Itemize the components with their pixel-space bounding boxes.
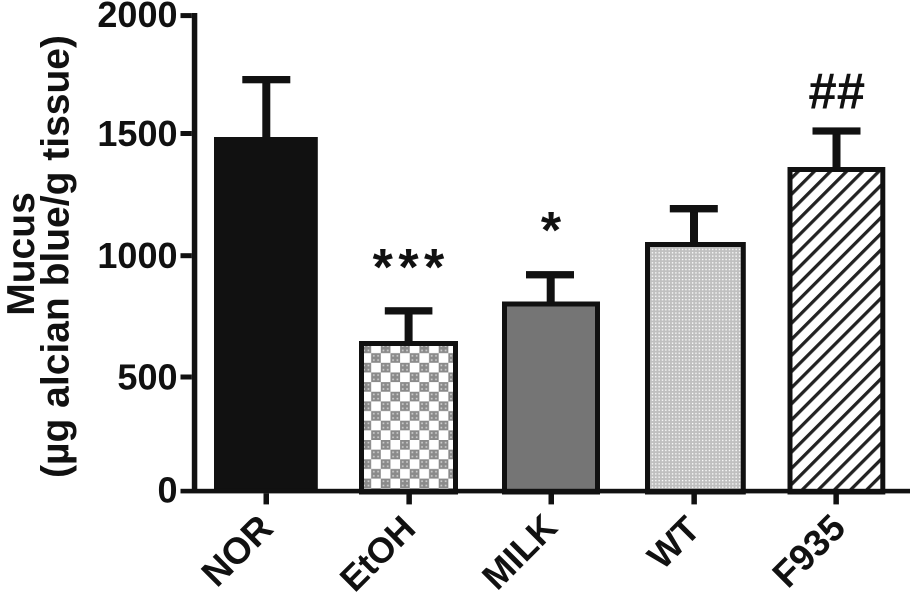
svg-text:(µg alcian blue/g tissue): (µg alcian blue/g tissue) — [35, 35, 78, 478]
svg-text:1500: 1500 — [97, 113, 177, 154]
svg-text:*: * — [541, 202, 562, 260]
svg-text:##: ## — [808, 63, 865, 120]
svg-text:Mucus: Mucus — [0, 192, 43, 316]
svg-text:1000: 1000 — [97, 235, 177, 276]
svg-text:***: *** — [373, 239, 450, 297]
svg-text:500: 500 — [117, 357, 177, 398]
svg-text:0: 0 — [157, 470, 177, 511]
svg-text:2000: 2000 — [97, 0, 177, 35]
